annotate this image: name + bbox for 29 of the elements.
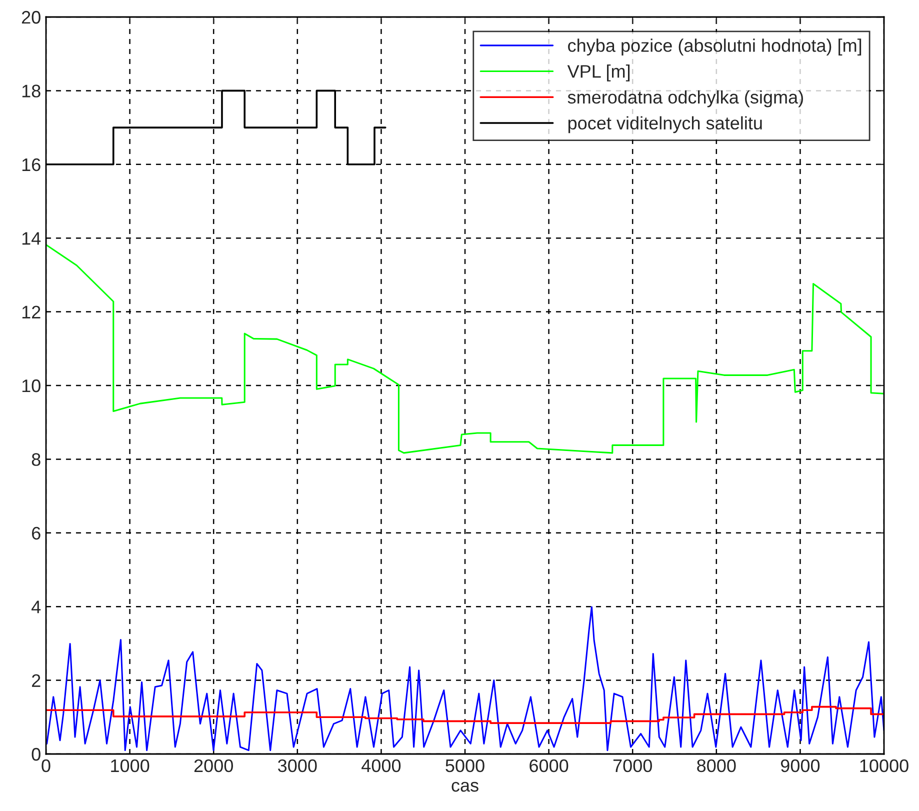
y-tick-label: 0 [32, 748, 40, 761]
x-tick-label: 2000 [194, 759, 233, 772]
x-tick-label: 9000 [780, 759, 820, 772]
legend-label: pocet viditelnych satelitu [568, 116, 762, 134]
x-axis-title: cas [452, 782, 478, 792]
y-tick-label: 6 [32, 526, 40, 540]
line-series [46, 244, 884, 454]
x-tick-label: 4000 [362, 759, 401, 772]
y-tick-label: 4 [32, 600, 41, 614]
y-tick-label: 16 [22, 158, 40, 172]
x-tick-label: 6000 [530, 759, 568, 772]
x-tick-label: 8000 [697, 759, 736, 772]
x-tick-label: 1000 [111, 759, 150, 772]
legend-label: chyba pozice (absolutni hodnota) [m] [568, 38, 862, 56]
legend-label: VPL [m] [567, 64, 630, 82]
y-tick-label: 2 [32, 674, 40, 687]
y-tick-label: 20 [22, 10, 40, 24]
y-tick-label: 14 [22, 232, 41, 245]
y-tick-label: 10 [22, 379, 40, 392]
y-tick-label: 8 [32, 453, 40, 466]
y-tick-label: 12 [22, 306, 40, 318]
x-tick-label: 10000 [860, 759, 908, 772]
x-tick-label: 5000 [446, 759, 484, 772]
x-tick-label: 0 [42, 759, 50, 772]
x-tick-label: 7000 [613, 759, 652, 772]
line-series [46, 606, 884, 752]
legend-label: smerodatna odchylka (sigma) [568, 90, 803, 108]
y-tick-label: 18 [22, 84, 40, 98]
x-tick-label: 3000 [278, 759, 317, 772]
